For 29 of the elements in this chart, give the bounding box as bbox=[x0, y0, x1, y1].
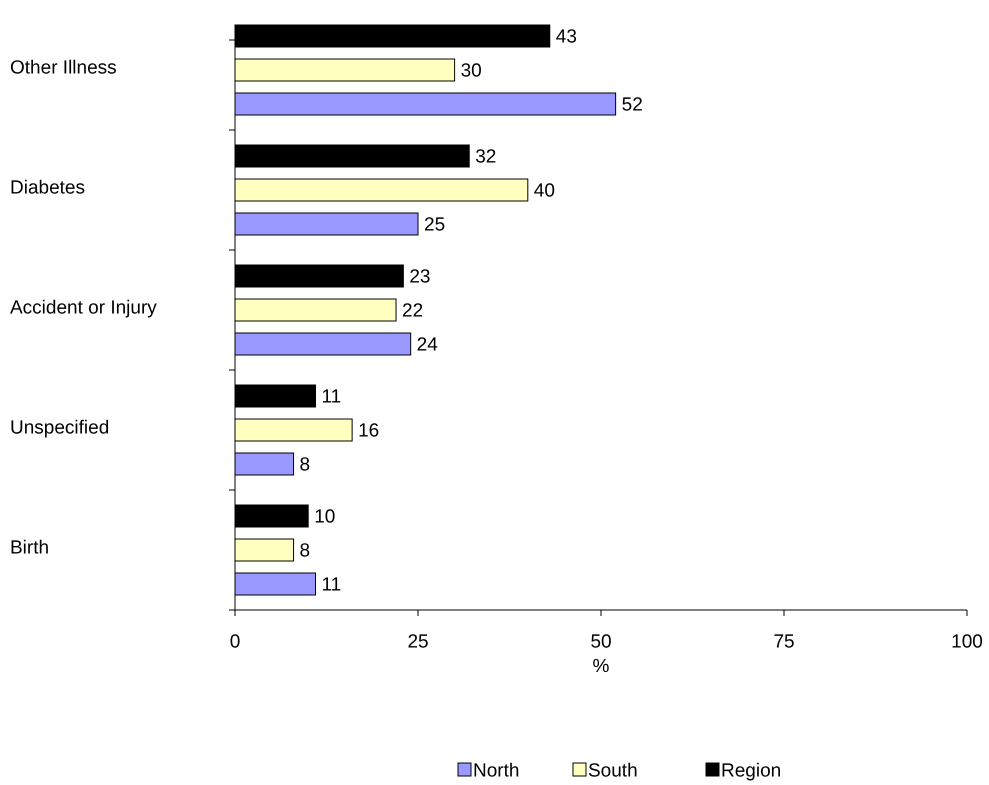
data-label: 52 bbox=[622, 94, 643, 116]
data-label: 8 bbox=[300, 540, 310, 562]
data-label: 8 bbox=[300, 454, 310, 476]
y-tick-label: Unspecified bbox=[10, 418, 110, 439]
data-label: 23 bbox=[409, 266, 430, 288]
x-axis-title: % bbox=[592, 656, 610, 677]
x-tick-label: 100 bbox=[951, 632, 983, 652]
data-label: 16 bbox=[358, 420, 380, 442]
data-label: 22 bbox=[402, 300, 424, 322]
data-label: 25 bbox=[424, 214, 446, 236]
data-label: 40 bbox=[534, 180, 555, 202]
x-tick-label: 75 bbox=[773, 632, 795, 652]
legend-label: North bbox=[473, 760, 520, 782]
data-label: 11 bbox=[322, 386, 342, 408]
data-label: 32 bbox=[475, 146, 496, 168]
legend-label: South bbox=[588, 760, 638, 782]
y-tick-label: Diabetes bbox=[10, 178, 85, 199]
data-label: 10 bbox=[314, 506, 336, 528]
y-tick-label: Other Illness bbox=[10, 58, 117, 79]
x-tick-label: 25 bbox=[407, 632, 429, 652]
y-tick-label: Birth bbox=[10, 538, 50, 559]
data-label: 30 bbox=[460, 60, 482, 82]
legend-label: Region bbox=[721, 760, 782, 782]
x-tick-label: 50 bbox=[590, 632, 612, 652]
x-tick-label: 0 bbox=[230, 632, 240, 652]
data-label: 24 bbox=[416, 334, 438, 356]
data-label: 11 bbox=[322, 574, 342, 596]
data-label: 43 bbox=[556, 26, 577, 48]
y-tick-label: Accident or Injury bbox=[10, 298, 158, 319]
